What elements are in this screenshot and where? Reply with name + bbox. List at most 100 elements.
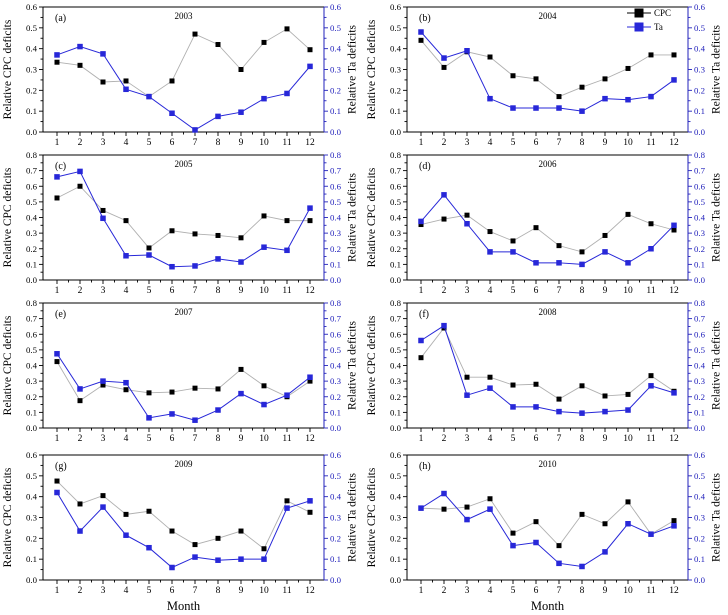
ta-marker [579, 410, 585, 416]
ta-marker [418, 218, 424, 225]
right-ytick-label: 0.1 [330, 407, 341, 417]
right-ytick-label: 0.5 [330, 23, 342, 33]
right-ytick-label: 0.3 [330, 65, 342, 75]
cpc-marker [54, 478, 60, 484]
left-ytick-label: 0.2 [26, 392, 37, 402]
left-ytick-label: 0.2 [390, 244, 401, 254]
left-ytick-label: 0.4 [390, 492, 402, 502]
ta-marker [77, 386, 83, 392]
xtick-label: 7 [193, 434, 198, 444]
xtick-label: 4 [488, 138, 493, 148]
cpc-marker [510, 238, 516, 244]
left-ytick-label: 0.5 [390, 23, 402, 33]
left-ytick-label: 0.2 [26, 244, 37, 254]
cpc-marker [215, 42, 221, 47]
ta-marker [261, 401, 267, 408]
panel-letter: (c) [55, 161, 66, 172]
cpc-marker [579, 249, 585, 255]
cpc-series [54, 26, 313, 100]
ta-marker [510, 249, 516, 255]
xtick-label: 2 [442, 586, 447, 596]
ta-marker [169, 564, 175, 571]
cpc-marker [533, 381, 539, 387]
panel-h-2010: 0.00.10.20.30.40.50.60.00.10.20.30.40.50… [366, 450, 723, 613]
cpc-marker [579, 383, 585, 389]
cpc-marker [77, 62, 83, 68]
cpc-marker [146, 245, 152, 251]
panel-year-title: 2003 [175, 11, 194, 21]
ta-marker [671, 390, 677, 396]
ta-marker [464, 221, 470, 227]
left-ytick-label: 0.6 [390, 181, 402, 191]
left-ytick-label: 0.5 [390, 471, 402, 481]
y-axis-right: 0.0 0.1 0.2 0.3 0.4 0.5 0.6 [324, 2, 342, 137]
xtick-label: 11 [646, 586, 655, 596]
cpc-marker [625, 499, 631, 505]
cpc-marker [602, 232, 608, 238]
ta-marker [579, 261, 585, 268]
left-ytick-label: 0.0 [390, 127, 402, 137]
left-ytick-label: 0.6 [26, 329, 38, 339]
cpc-marker [146, 390, 152, 396]
xtick-label: 11 [282, 434, 291, 444]
ta-marker [123, 532, 129, 538]
x-axis: 1 2 3 4 5 6 7 8 9 10 11 12 [55, 132, 315, 148]
cpc-marker [671, 52, 677, 58]
right-ytick-label: 0.4 [694, 361, 706, 371]
xtick-label: 10 [259, 286, 269, 296]
ta-marker [123, 379, 129, 386]
xtick-label: 9 [239, 434, 244, 444]
xtick-label: 12 [669, 286, 679, 296]
xtick-label: 2 [78, 138, 83, 148]
left-ytick-label: 0.2 [390, 85, 401, 95]
ta-marker [215, 557, 221, 563]
right-ytick-label: 0.6 [694, 2, 706, 12]
ta-marker [238, 390, 244, 397]
right-ytick-label: 0.8 [330, 298, 342, 308]
ta-marker [146, 544, 152, 551]
right-ytick-label: 0.3 [330, 228, 342, 238]
cpc-marker [77, 398, 83, 404]
panel-b-2004: 0.00.10.20.30.40.50.60.00.10.20.30.40.50… [366, 2, 723, 148]
cpc-marker [556, 243, 562, 249]
cpc-marker [487, 229, 493, 235]
cpc-marker [192, 231, 198, 237]
ta-marker [284, 90, 290, 97]
cpc-marker [579, 84, 585, 90]
cpc-marker [215, 535, 221, 541]
right-ytick-label: 0.1 [694, 407, 705, 417]
right-axis-label: Relative Ta deficits [347, 320, 359, 410]
xtick-label: 3 [465, 434, 470, 444]
left-ytick-label: 0.1 [390, 259, 401, 269]
right-ytick-label: 0.1 [330, 554, 341, 564]
xtick-label: 11 [646, 286, 655, 296]
ta-marker [238, 556, 244, 562]
cpc-marker [261, 383, 267, 389]
cpc-marker [556, 396, 562, 402]
cpc-marker [238, 366, 244, 372]
ta-marker [671, 222, 677, 229]
cpc-marker [192, 31, 198, 37]
right-ytick-label: 0.4 [330, 492, 342, 502]
xtick-label: 6 [170, 586, 175, 596]
right-ytick-label: 0.2 [330, 244, 341, 254]
left-ytick-label: 0.3 [26, 513, 38, 523]
ta-marker [418, 337, 424, 344]
ta-marker [284, 247, 290, 254]
panel-g-2009: 0.00.10.20.30.40.50.60.00.10.20.30.40.50… [2, 450, 359, 613]
xtick-label: 8 [580, 586, 585, 596]
ta-marker [556, 260, 562, 266]
left-ytick-label: 0.1 [26, 554, 37, 564]
left-ytick-label: 0.4 [390, 361, 402, 371]
xtick-label: 12 [305, 138, 315, 148]
xtick-label: 4 [124, 286, 129, 296]
xtick-label: 7 [193, 586, 198, 596]
xtick-label: 1 [55, 434, 60, 444]
right-ytick-label: 0.3 [694, 513, 706, 523]
xtick-label: 1 [419, 138, 424, 148]
cpc-marker [284, 26, 290, 32]
ta-marker [54, 489, 60, 496]
xtick-label: 4 [488, 586, 493, 596]
cpc-marker [54, 195, 60, 201]
